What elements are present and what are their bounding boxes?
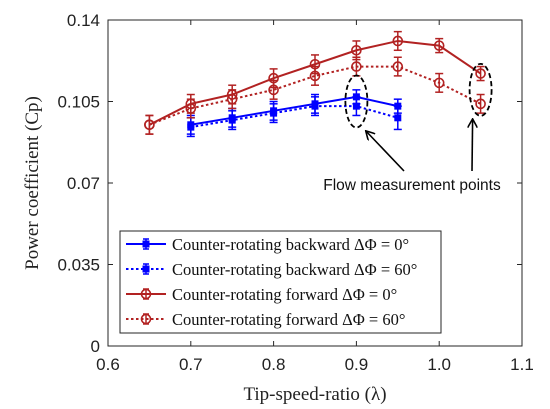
data-point (187, 123, 195, 131)
data-point (351, 44, 362, 56)
data-point (309, 70, 321, 82)
data-point (392, 35, 404, 47)
data-point (394, 114, 402, 122)
legend: Counter-rotating backward ΔΦ = 0° Counter… (119, 230, 442, 334)
x-axis-label: Tip-speed-ratio (λ) (243, 384, 386, 405)
legend-label: Counter-rotating backward ΔΦ = 0° (172, 235, 409, 254)
legend-item: Counter-rotating forward ΔΦ = 60° (126, 310, 405, 329)
y-tick-label: 0.105 (57, 93, 100, 112)
data-point (144, 119, 155, 131)
data-point (433, 40, 445, 51)
y-tick-label: 0.07 (67, 174, 100, 193)
annotations: Flow measurement points (323, 62, 501, 194)
series-line (149, 65, 482, 126)
series-line (190, 95, 399, 126)
error-bar (393, 56, 402, 77)
x-tick-label: 1.1 (510, 355, 534, 374)
data-point (228, 116, 236, 124)
legend-marker (140, 313, 152, 325)
annotation-arrow (366, 132, 405, 172)
data-point (185, 103, 197, 114)
data-point (392, 61, 404, 72)
error-bar (435, 72, 444, 93)
data-point (268, 84, 279, 96)
x-tick-label: 0.9 (345, 355, 369, 374)
data-series-group (144, 30, 486, 138)
y-tick-label: 0.14 (67, 11, 100, 30)
x-tick-label: 0.7 (179, 355, 203, 374)
data-point (352, 102, 360, 110)
data-point (351, 61, 362, 72)
annotation-text: Flow measurement points (323, 177, 501, 194)
x-tick-label: 0.8 (262, 355, 286, 374)
error-bar (228, 89, 237, 110)
data-point (226, 93, 238, 105)
highlight-ellipse (344, 74, 369, 129)
legend-item: Counter-rotating backward ΔΦ = 60° (126, 260, 417, 279)
legend-marker (142, 265, 150, 273)
legend-item: Counter-rotating backward ΔΦ = 0° (126, 235, 409, 254)
data-point (433, 77, 445, 89)
legend-label: Counter-rotating backward ΔΦ = 60° (172, 260, 417, 279)
y-axis-label: Power coefficient (Cp) (22, 96, 43, 270)
series-2 (186, 96, 402, 138)
x-tick-label: 0.6 (96, 355, 120, 374)
annotation-arrow (472, 120, 473, 172)
error-bar (269, 79, 278, 100)
x-tick-label: 1.0 (427, 355, 451, 374)
legend-label: Counter-rotating forward ΔΦ = 60° (172, 310, 405, 329)
legend-label: Counter-rotating forward ΔΦ = 0° (172, 285, 397, 304)
axes: 0.6 0.7 0.8 0.9 1.0 1.1 0 0.035 0.07 0.105 0.14 (57, 11, 533, 374)
error-bar (311, 65, 319, 86)
legend-box (119, 230, 442, 334)
legend-marker (140, 288, 152, 300)
data-point (475, 98, 486, 110)
error-bar (393, 30, 402, 52)
legend-marker (142, 240, 150, 248)
data-point (270, 109, 278, 117)
y-tick-label: 0 (91, 337, 100, 356)
series-4 (144, 56, 486, 135)
data-point (311, 102, 319, 110)
data-point (475, 68, 486, 79)
error-bar (145, 114, 154, 135)
error-bar (476, 93, 485, 114)
y-tick-label: 0.035 (57, 256, 100, 275)
legend-item: Counter-rotating forward ΔΦ = 0° (126, 285, 397, 304)
highlight-ellipse (468, 62, 493, 117)
error-bar (186, 98, 195, 119)
